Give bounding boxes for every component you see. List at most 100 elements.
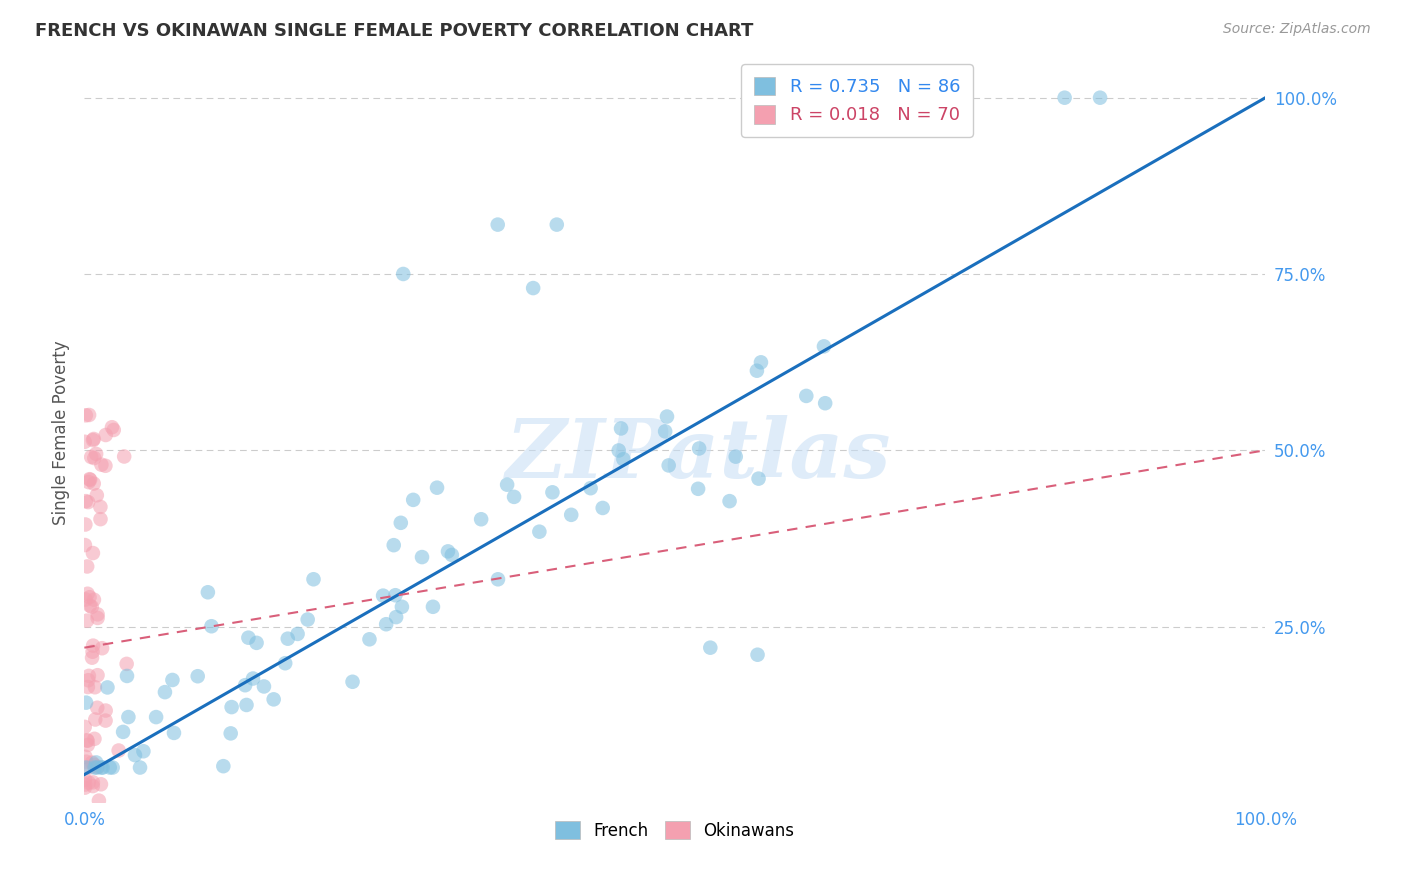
Point (486, 218, 509, 232)
Point (145, 710, 167, 724)
Point (302, 572, 325, 586)
Point (115, 657, 138, 671)
Point (89, 500, 111, 514)
Point (607, 443, 630, 458)
Text: ZIPatlas: ZIPatlas (506, 415, 891, 495)
Point (101, 420, 124, 434)
Point (77, 775, 100, 789)
Point (699, 640, 721, 655)
Point (654, 425, 676, 439)
Point (84, 713, 107, 727)
Point (359, 632, 381, 647)
Point (82, 645, 104, 659)
Point (402, 492, 425, 507)
Point (75, 778, 97, 792)
Point (79, 473, 101, 487)
Point (724, 450, 747, 464)
Point (73, 720, 96, 734)
Point (87, 794, 110, 808)
Point (426, 481, 449, 495)
Point (688, 482, 710, 496)
Point (541, 485, 564, 500)
Point (83, 680, 105, 694)
Point (117, 710, 139, 724)
Point (76, 738, 98, 752)
Point (86, 700, 108, 714)
Point (75, 494, 97, 508)
Point (75, 517, 97, 532)
Point (83, 731, 105, 746)
Point (94, 704, 117, 718)
Point (86, 607, 108, 622)
Point (274, 657, 297, 671)
Point (86, 488, 108, 502)
Point (91, 760, 114, 774)
Point (749, 355, 772, 369)
Point (75, 755, 97, 769)
Point (371, 589, 394, 603)
Point (90, 777, 112, 791)
Point (129, 760, 152, 774)
Point (124, 748, 146, 763)
Point (391, 599, 413, 614)
Y-axis label: Single Female Poverty: Single Female Poverty (52, 341, 70, 524)
Point (76, 559, 98, 574)
Point (73, 780, 96, 795)
Point (77, 669, 100, 683)
Point (75, 592, 97, 607)
Point (814, 396, 837, 410)
Point (90, 458, 112, 472)
Point (86, 611, 108, 625)
Point (242, 672, 264, 686)
Point (470, 512, 492, 526)
Point (219, 726, 242, 740)
Point (486, 572, 509, 586)
Point (94, 428, 117, 442)
Point (94, 714, 117, 728)
Point (503, 490, 526, 504)
Point (98, 760, 121, 774)
Point (76, 614, 98, 628)
Point (560, 508, 582, 522)
Point (263, 692, 285, 706)
Point (748, 472, 770, 486)
Point (153, 685, 176, 699)
Point (1088, 91, 1111, 105)
Point (82, 639, 104, 653)
Point (655, 409, 678, 424)
Point (422, 599, 444, 614)
Point (794, 389, 817, 403)
Point (83, 757, 105, 772)
Point (83, 432, 105, 446)
Point (522, 281, 544, 295)
Point (87, 760, 110, 774)
Point (297, 613, 319, 627)
Point (73, 772, 96, 787)
Point (200, 619, 222, 633)
Point (79, 760, 101, 774)
Point (80, 599, 103, 614)
Point (82, 546, 104, 560)
Point (79, 590, 101, 604)
Point (76, 733, 98, 747)
Point (83, 760, 105, 774)
Point (82, 433, 104, 447)
Point (112, 724, 135, 739)
Point (77, 408, 100, 422)
Point (80, 450, 103, 464)
Point (107, 743, 129, 757)
Legend: French, Okinawans: French, Okinawans (548, 814, 801, 847)
Point (94, 458, 117, 473)
Point (73, 538, 96, 552)
Point (747, 648, 769, 662)
Point (384, 588, 406, 602)
Point (529, 524, 551, 539)
Point (718, 494, 741, 508)
Point (610, 421, 633, 435)
Point (382, 538, 405, 552)
Point (496, 477, 519, 491)
Point (163, 726, 186, 740)
Point (546, 218, 568, 232)
Text: FRENCH VS OKINAWAN SINGLE FEMALE POVERTY CORRELATION CHART: FRENCH VS OKINAWAN SINGLE FEMALE POVERTY… (35, 22, 754, 40)
Point (101, 760, 124, 774)
